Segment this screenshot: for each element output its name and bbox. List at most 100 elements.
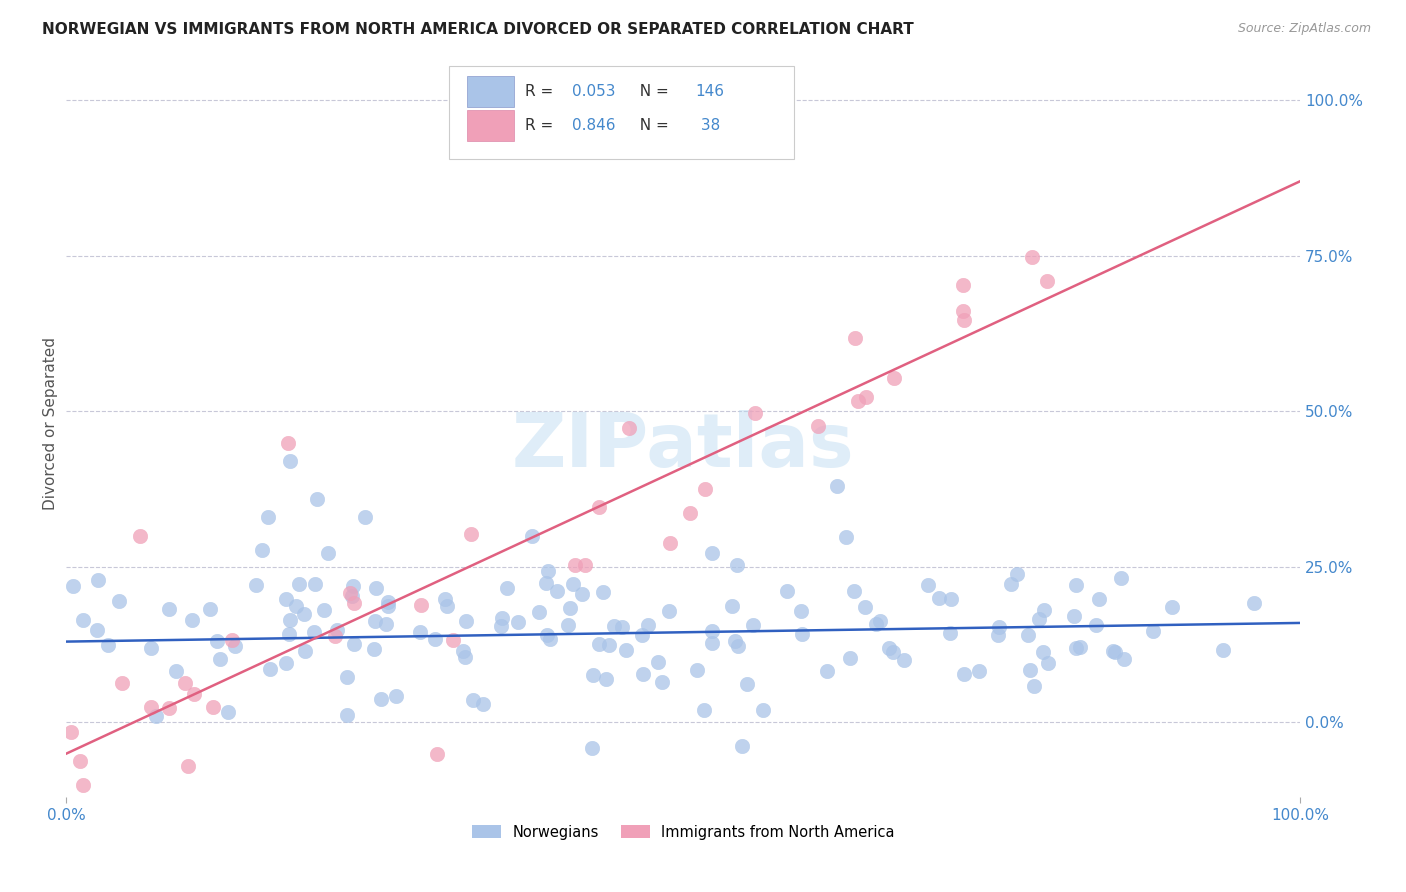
- Point: [1161, 600, 1184, 615]
- Point: [939, 626, 962, 640]
- Point: [304, 577, 326, 591]
- Text: Source: ZipAtlas.com: Source: ZipAtlas.com: [1237, 22, 1371, 36]
- Point: [425, 747, 447, 761]
- Text: R =: R =: [526, 84, 558, 99]
- Point: [844, 583, 866, 598]
- Text: R =: R =: [526, 118, 558, 133]
- Point: [423, 632, 446, 646]
- Point: [454, 650, 477, 665]
- Point: [637, 618, 659, 632]
- Point: [1064, 578, 1087, 592]
- Point: [595, 672, 617, 686]
- Point: [198, 602, 221, 616]
- Point: [177, 758, 200, 772]
- Point: [603, 619, 626, 633]
- Point: [571, 587, 593, 601]
- Point: [60, 725, 83, 739]
- Point: [456, 614, 478, 628]
- Point: [588, 637, 610, 651]
- Text: 0.053: 0.053: [572, 84, 616, 99]
- Point: [278, 613, 301, 627]
- Point: [97, 638, 120, 652]
- Point: [561, 577, 583, 591]
- Point: [952, 667, 974, 681]
- Point: [495, 581, 517, 595]
- Point: [752, 703, 775, 717]
- Point: [815, 665, 838, 679]
- Point: [312, 602, 335, 616]
- FancyBboxPatch shape: [467, 76, 515, 107]
- Point: [1021, 250, 1043, 264]
- Point: [928, 591, 950, 606]
- Y-axis label: Divorced or Separated: Divorced or Separated: [44, 337, 58, 510]
- Point: [574, 558, 596, 573]
- Point: [776, 584, 799, 599]
- Point: [180, 613, 202, 627]
- Point: [558, 600, 581, 615]
- Point: [1085, 618, 1108, 632]
- Point: [436, 599, 458, 613]
- Point: [693, 482, 716, 496]
- Point: [598, 638, 620, 652]
- Point: [727, 639, 749, 653]
- Point: [1028, 612, 1050, 626]
- Point: [869, 614, 891, 628]
- Point: [647, 656, 669, 670]
- Point: [941, 591, 963, 606]
- Point: [1063, 609, 1085, 624]
- Point: [72, 613, 94, 627]
- Point: [987, 628, 1010, 642]
- Point: [277, 627, 299, 641]
- Point: [1142, 624, 1164, 638]
- Point: [537, 564, 560, 578]
- Point: [893, 653, 915, 667]
- Point: [288, 577, 311, 591]
- Point: [318, 546, 340, 560]
- Point: [1018, 663, 1040, 677]
- Point: [1005, 566, 1028, 581]
- Point: [725, 558, 748, 572]
- Point: [1212, 643, 1234, 657]
- Point: [62, 579, 84, 593]
- Point: [724, 634, 747, 648]
- Point: [336, 708, 359, 723]
- Point: [1069, 640, 1091, 654]
- Point: [221, 633, 243, 648]
- Point: [853, 599, 876, 614]
- Text: 146: 146: [696, 84, 724, 99]
- Point: [679, 506, 702, 520]
- Point: [375, 616, 398, 631]
- Text: NORWEGIAN VS IMMIGRANTS FROM NORTH AMERICA DIVORCED OR SEPARATED CORRELATION CHA: NORWEGIAN VS IMMIGRANTS FROM NORTH AMERI…: [42, 22, 914, 37]
- Point: [209, 652, 232, 666]
- Point: [250, 543, 273, 558]
- Point: [489, 619, 512, 633]
- Point: [536, 628, 558, 642]
- Point: [340, 590, 363, 604]
- Point: [546, 583, 568, 598]
- Point: [141, 700, 163, 714]
- Point: [631, 667, 654, 681]
- Point: [339, 586, 361, 600]
- Point: [581, 741, 603, 756]
- Point: [536, 576, 558, 591]
- Point: [157, 701, 180, 715]
- Point: [1111, 571, 1133, 585]
- Point: [693, 704, 716, 718]
- Point: [1112, 652, 1135, 666]
- Point: [917, 578, 939, 592]
- Point: [336, 670, 359, 684]
- Point: [790, 604, 813, 618]
- Point: [651, 675, 673, 690]
- Point: [844, 331, 866, 345]
- Point: [1033, 603, 1056, 617]
- Point: [538, 632, 561, 646]
- Point: [409, 625, 432, 640]
- Point: [882, 645, 904, 659]
- Point: [471, 697, 494, 711]
- Legend: Norwegians, Immigrants from North America: Norwegians, Immigrants from North Americ…: [465, 819, 901, 846]
- Point: [1243, 596, 1265, 610]
- Point: [284, 599, 307, 614]
- Point: [855, 390, 877, 404]
- Point: [354, 510, 377, 524]
- Point: [409, 598, 432, 612]
